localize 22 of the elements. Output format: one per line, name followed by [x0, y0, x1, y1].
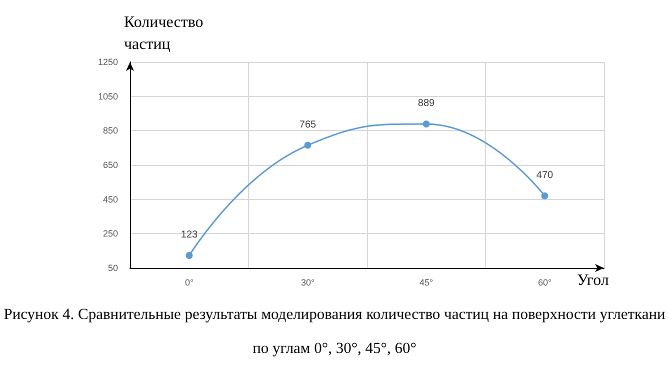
point — [422, 120, 430, 128]
y-axis-title: Количество частиц — [124, 13, 204, 55]
data-label: 470 — [536, 170, 554, 181]
y-tick-label: 650 — [102, 160, 118, 170]
x-tick-label: 0° — [184, 278, 194, 288]
point — [541, 192, 548, 200]
x-tick-label: 60° — [538, 278, 552, 288]
y-tick-label: 1250 — [98, 57, 118, 67]
y-tick-label: 50 — [108, 263, 118, 273]
y-tick-label: 250 — [102, 228, 118, 239]
data-label: 123 — [180, 229, 198, 240]
point — [186, 252, 193, 259]
x-tick-label: 30° — [300, 278, 315, 288]
x-axis-title: Угол — [577, 272, 609, 290]
data-label: 765 — [299, 119, 317, 130]
data-label: 889 — [418, 98, 436, 109]
y-tick-label: 850 — [102, 126, 118, 136]
point — [304, 142, 312, 149]
y-tick-label: 450 — [102, 194, 118, 204]
y-tick-label: 1050 — [98, 91, 118, 102]
text: Рисунок 4. Сравнительные результаты моделирования количество частиц на поверхности углеткани по углам 0°, 30°, 45°, 60° — [2, 305, 666, 359]
x-tick-label: 45° — [419, 278, 434, 288]
